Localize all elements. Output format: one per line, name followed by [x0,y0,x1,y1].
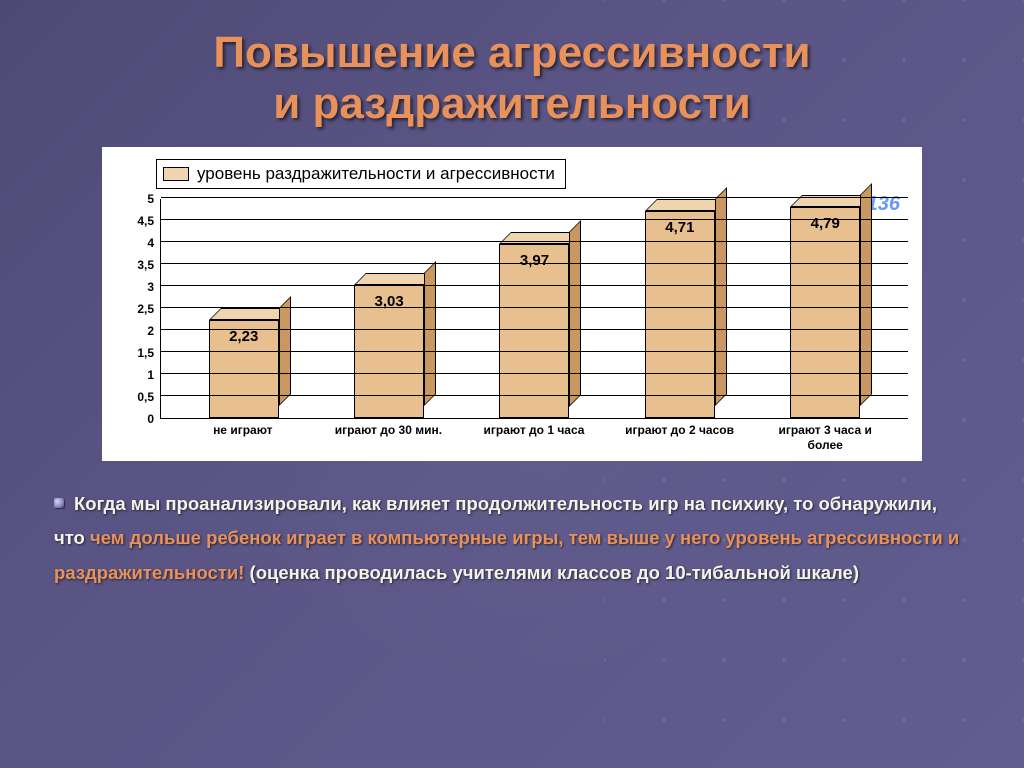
bar-value-label: 4,71 [665,219,694,236]
bullet-icon [54,498,64,508]
bar-value-label: 2,23 [229,328,258,345]
bar-side [569,220,581,407]
grid-line [161,373,908,374]
grid-line [161,263,908,264]
x-axis-label: играют до 1 часа [479,423,589,453]
x-axis-label: играют до 30 мин. [333,423,443,453]
plot-area: 00,511,522,533,544,55 2,233,033,974,714,… [116,199,908,419]
legend-swatch-icon [163,167,189,181]
grid-line [161,351,908,352]
y-tick-label: 1 [147,368,154,382]
bar-plot: 2,233,033,974,714,79 [160,199,908,419]
grid-line [161,329,908,330]
bar: 2,23 [209,320,279,418]
y-axis: 00,511,522,533,544,55 [116,199,160,419]
y-tick-label: 4,5 [137,214,154,228]
y-tick-label: 0 [147,412,154,426]
x-axis-label: играют 3 часа и более [770,423,880,453]
grid-line [161,241,908,242]
y-tick-label: 2 [147,324,154,338]
y-tick-label: 2,5 [137,302,154,316]
bar-side [424,261,436,406]
title-line2: и раздражительности [273,79,751,128]
grid-line [161,219,908,220]
y-tick-label: 3 [147,280,154,294]
slide-container: Повышение агрессивности и раздражительно… [0,0,1024,768]
chart-panel: уровень раздражительности и агрессивност… [102,147,922,461]
y-tick-label: 4 [147,236,154,250]
bars-container: 2,233,033,974,714,79 [161,199,908,418]
chart-legend: уровень раздражительности и агрессивност… [156,159,566,189]
y-tick-label: 5 [147,192,154,206]
grid-line [161,307,908,308]
bar-value-label: 3,97 [520,252,549,269]
y-tick-label: 3,5 [137,258,154,272]
x-axis-labels: не играют играют до 30 мин. играют до 1 ча… [116,419,908,453]
slide-title: Повышение агрессивности и раздражительно… [48,28,976,129]
legend-label: уровень раздражительности и агрессивност… [197,164,555,184]
bar-front [499,244,569,419]
grid-line [161,395,908,396]
x-axis-label: не играют [188,423,298,453]
bar-front [790,207,860,418]
bar: 3,97 [499,244,569,419]
y-tick-label: 1,5 [137,346,154,360]
para-seg3: (оценка проводилась учителями классов до… [244,562,859,583]
grid-line [161,197,908,198]
bar: 4,79 [790,207,860,418]
bar-value-label: 4,79 [811,215,840,232]
body-paragraph: Когда мы проанализировали, как влияет пр… [48,487,976,590]
y-tick-label: 0,5 [137,390,154,404]
title-line1: Повышение агрессивности [213,28,810,77]
x-axis-label: играют до 2 часов [625,423,735,453]
grid-line [161,285,908,286]
